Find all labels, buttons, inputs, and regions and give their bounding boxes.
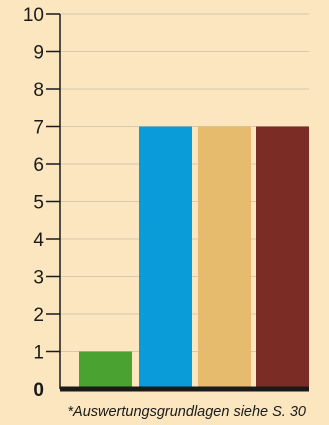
bar bbox=[79, 351, 132, 389]
y-tick-label: 7 bbox=[33, 118, 44, 139]
y-tick-label: 10 bbox=[23, 5, 44, 26]
bar bbox=[198, 126, 251, 389]
bar bbox=[256, 126, 309, 389]
y-axis-ticks: 0 1 2 3 4 5 6 7 8 9 10 bbox=[23, 5, 60, 401]
bar bbox=[139, 126, 192, 389]
footnote: *Auswertungsgrundlagen siehe S. 30 bbox=[67, 404, 306, 420]
y-tick-label: 4 bbox=[33, 230, 44, 251]
y-tick-label: 2 bbox=[33, 305, 44, 326]
y-tick-label: 8 bbox=[33, 80, 44, 101]
y-tick-label: 1 bbox=[33, 343, 44, 364]
y-tick-label: 9 bbox=[33, 43, 44, 64]
bars bbox=[79, 126, 309, 389]
y-tick-label: 5 bbox=[33, 193, 44, 214]
y-tick-label: 6 bbox=[33, 155, 44, 176]
y-tick-label: 0 bbox=[33, 380, 44, 401]
y-tick-label: 3 bbox=[33, 268, 44, 289]
